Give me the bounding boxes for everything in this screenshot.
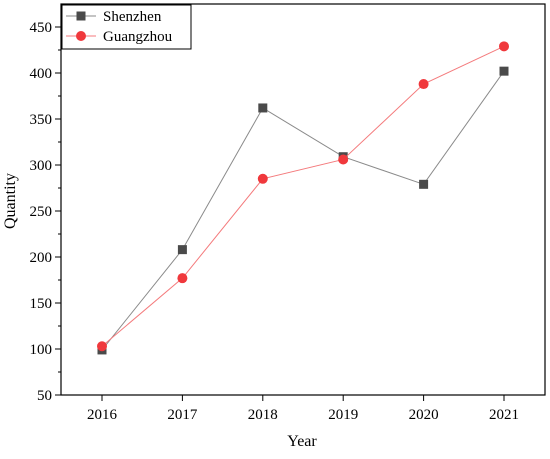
legend-label: Shenzhen <box>103 9 162 25</box>
data-point <box>258 103 268 113</box>
x-tick-label: 2016 <box>87 407 118 423</box>
x-tick-label: 2018 <box>248 407 278 423</box>
data-point <box>419 179 429 189</box>
plot-frame <box>60 3 546 396</box>
data-point <box>499 66 509 76</box>
y-tick-label: 450 <box>30 20 53 36</box>
y-axis-title: Quantity <box>2 173 19 229</box>
y-tick-label: 150 <box>30 296 53 312</box>
y-tick-label: 350 <box>30 112 53 128</box>
data-point <box>97 341 107 352</box>
x-tick-label: 2019 <box>328 407 358 423</box>
y-tick-label: 250 <box>30 204 53 220</box>
legend-marker <box>76 11 86 21</box>
legend-marker <box>76 31 86 41</box>
series-line <box>101 70 505 351</box>
data-point <box>338 154 349 165</box>
data-point <box>177 273 188 284</box>
y-tick-label: 200 <box>30 250 53 266</box>
y-tick-label: 400 <box>30 66 53 82</box>
y-tick-label: 100 <box>30 342 53 358</box>
series-guangzhou <box>97 41 509 352</box>
data-point <box>418 79 429 90</box>
legend-label: Guangzhou <box>103 29 173 45</box>
x-tick-label: 2017 <box>167 407 198 423</box>
series-shenzhen <box>97 66 509 355</box>
y-axis: 50 100 150 200 250 300 350 400 450 <box>30 20 61 404</box>
y-tick-label: 50 <box>37 388 52 404</box>
series-layer <box>97 41 509 355</box>
x-axis-title: Year <box>287 433 317 450</box>
x-tick-label: 2021 <box>489 407 519 423</box>
legend-item: Guangzhou <box>66 29 173 45</box>
data-point <box>257 173 268 184</box>
legend: Shenzhen Guangzhou <box>61 4 192 50</box>
y-tick-label: 300 <box>30 158 53 174</box>
series-line <box>101 45 505 347</box>
legend-item: Shenzhen <box>66 9 162 25</box>
data-point <box>177 245 187 255</box>
x-axis: 2016 2017 2018 2019 2020 2021 <box>87 395 519 423</box>
plot-border <box>60 3 546 396</box>
data-point <box>499 41 509 52</box>
x-tick-label: 2020 <box>409 407 439 423</box>
